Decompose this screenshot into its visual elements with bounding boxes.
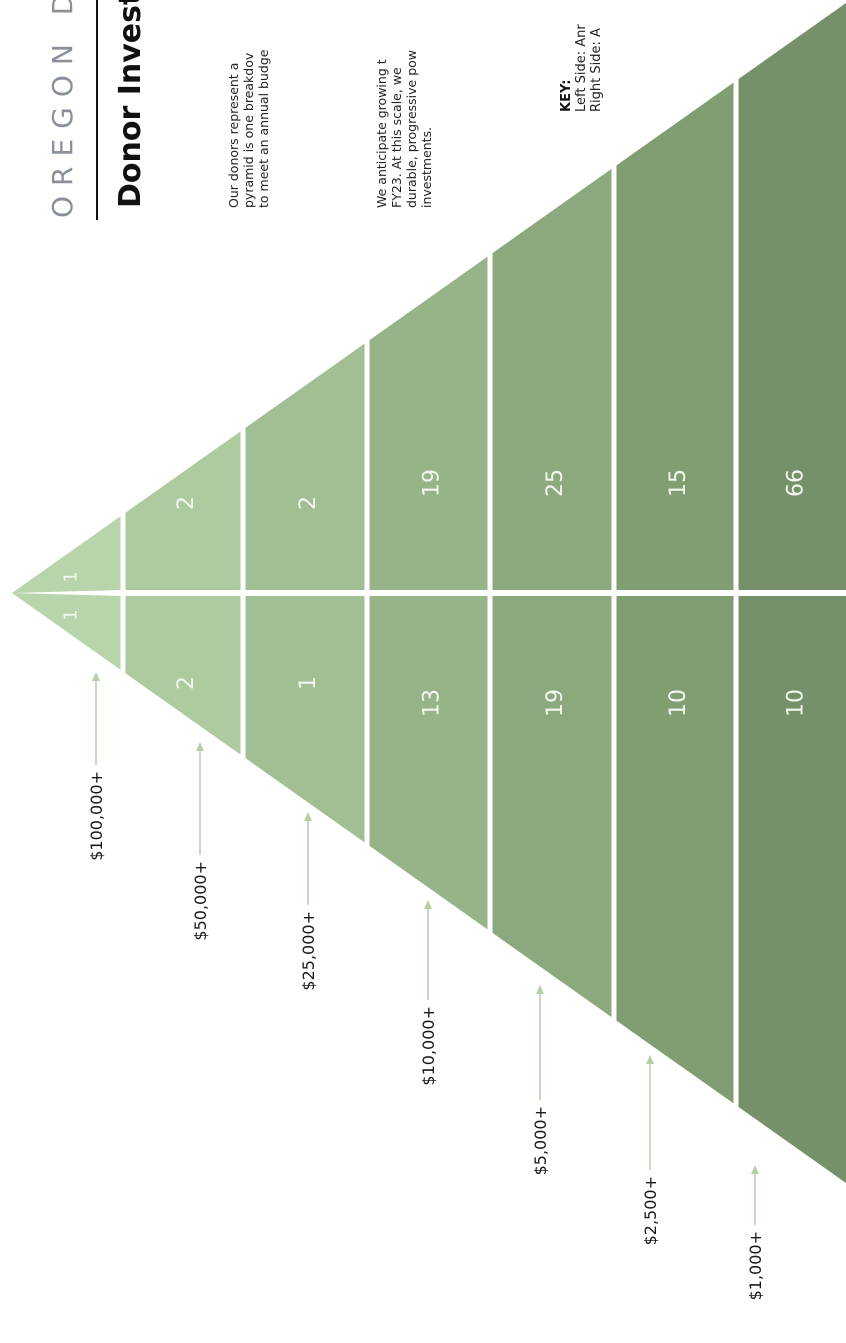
tier-arrow-head — [536, 985, 544, 994]
pyramid-band-left-side — [12, 593, 121, 670]
tier-level-label: $25,000+ — [299, 911, 318, 991]
pyramid-band-right-side — [616, 82, 734, 590]
tier-arrow-head — [751, 1165, 759, 1174]
tier-arrow-head — [92, 672, 100, 681]
pyramid-band-right-side — [492, 168, 612, 590]
tier-arrow-head — [196, 742, 204, 751]
growth-paragraph: We anticipate growing t FY23. At this sc… — [374, 50, 434, 208]
tier-arrow-head — [646, 1055, 654, 1064]
growth-line: investments. — [419, 127, 434, 208]
intro-line: Our donors represent a — [226, 63, 241, 208]
count-right-side: 1 — [60, 571, 81, 582]
tier-level-label: $5,000+ — [531, 1106, 550, 1175]
count-left-side: 10 — [783, 689, 808, 717]
donor-pyramid: 1 1 2 2 2 1 19 13 25 19 15 10 66 10 — [12, 3, 846, 1183]
count-left-side: 13 — [420, 689, 445, 717]
count-right-side: 66 — [783, 469, 808, 497]
pyramid-band-left-side — [125, 596, 241, 755]
growth-line: durable, progressive pow — [404, 50, 419, 208]
count-left-side: 2 — [174, 676, 199, 690]
key-right-side: Right Side: A — [589, 28, 604, 112]
pyramid-band-right-side — [369, 256, 488, 590]
pyramid-band-left-side — [245, 596, 365, 843]
tier-level-label: $100,000+ — [87, 771, 106, 861]
intro-paragraph: Our donors represent a pyramid is one br… — [226, 49, 271, 208]
count-left-side: 19 — [543, 689, 568, 717]
count-right-side: 19 — [420, 469, 445, 497]
tier-level-label: $50,000+ — [191, 861, 210, 941]
page-title: Donor Invest — [113, 0, 148, 208]
count-right-side: 25 — [543, 469, 568, 497]
pyramid-band-right-side — [12, 516, 121, 593]
count-right-side: 15 — [666, 469, 691, 497]
pyramid-band-left-side — [616, 596, 734, 1104]
tier-level-label: $10,000+ — [419, 1006, 438, 1086]
intro-line: to meet an annual budge — [256, 49, 271, 208]
pyramid-band-right-side — [738, 3, 846, 590]
org-name: OREGON D — [46, 0, 79, 218]
count-left-side: 1 — [296, 676, 321, 690]
count-left-side: 1 — [60, 609, 81, 620]
pyramid-band-left-side — [369, 596, 488, 930]
count-right-side: 2 — [296, 496, 321, 510]
count-right-side: 2 — [174, 496, 199, 510]
key-heading: KEY: — [559, 80, 574, 112]
tier-level-label: $1,000+ — [746, 1231, 765, 1300]
tier-arrow-head — [424, 900, 432, 909]
pyramid-band-left-side — [492, 596, 612, 1018]
growth-line: We anticipate growing t — [374, 59, 389, 208]
tier-level-label: $2,500+ — [641, 1176, 660, 1245]
count-left-side: 10 — [666, 689, 691, 717]
growth-line: FY23. At this scale, we — [389, 67, 404, 208]
key-legend: KEY: Left Side: Anr Right Side: A — [559, 24, 604, 112]
intro-line: pyramid is one breakdov — [241, 52, 256, 208]
key-left-side: Left Side: Anr — [574, 24, 589, 112]
pyramid-band-right-side — [245, 343, 365, 590]
tier-arrow-head — [304, 812, 312, 821]
pyramid-band-right-side — [125, 431, 241, 590]
tier-labels: $100,000+ $50,000+ $25,000+ $10,000+ $5,000+… — [87, 672, 765, 1300]
pyramid-band-left-side — [738, 596, 846, 1183]
